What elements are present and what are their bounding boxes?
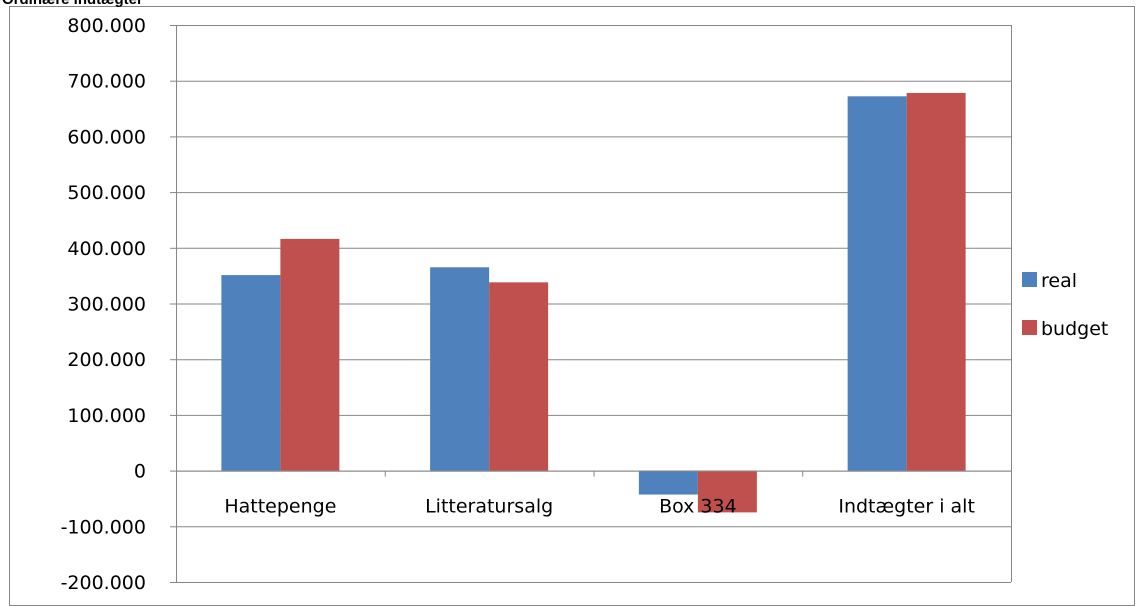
y-tick-label: 600.000 — [67, 126, 146, 148]
y-tick-label: 700.000 — [67, 71, 146, 93]
y-tick-label: 400.000 — [67, 238, 146, 260]
bar-budget — [906, 92, 966, 471]
bars — [221, 92, 966, 513]
y-tick-label: 300.000 — [67, 294, 146, 316]
y-tick-label: -100.000 — [61, 516, 146, 538]
y-tick-label: 800.000 — [67, 15, 146, 37]
category-label: Box 334 — [659, 496, 737, 518]
bar-budget — [280, 238, 340, 471]
legend: real budget — [1022, 270, 1108, 340]
y-tick-label: 500.000 — [67, 182, 146, 204]
bar-real — [430, 267, 490, 471]
bar-budget — [697, 470, 757, 513]
bar-real — [638, 470, 698, 495]
chart-title: Ordinære indtægter — [2, 0, 143, 8]
y-tick-label: 100.000 — [67, 405, 146, 427]
y-tick-label: 200.000 — [67, 349, 146, 371]
y-axis: 800.000 700.000 600.000 500.000 400.000 300.0… — [61, 15, 1012, 592]
y-tick-label: 0 — [134, 461, 146, 483]
bar-real — [847, 96, 907, 471]
category-label: Litteratursalg — [425, 496, 553, 518]
legend-swatch-budget — [1022, 320, 1037, 335]
category-label: Hattepenge — [224, 496, 336, 518]
category-label: Indtægter i alt — [838, 496, 975, 518]
bar-budget — [489, 282, 549, 471]
legend-label-real: real — [1041, 270, 1077, 292]
legend-swatch-real — [1022, 272, 1037, 287]
bar-chart: 800.000 700.000 600.000 500.000 400.000 300.0… — [61, 15, 1109, 592]
bar-real — [221, 275, 281, 471]
legend-label-budget: budget — [1041, 318, 1108, 340]
y-tick-label: -200.000 — [61, 572, 146, 592]
category-labels: Hattepenge Litteratursalg Box 334 Indtægter… — [176, 470, 1011, 518]
